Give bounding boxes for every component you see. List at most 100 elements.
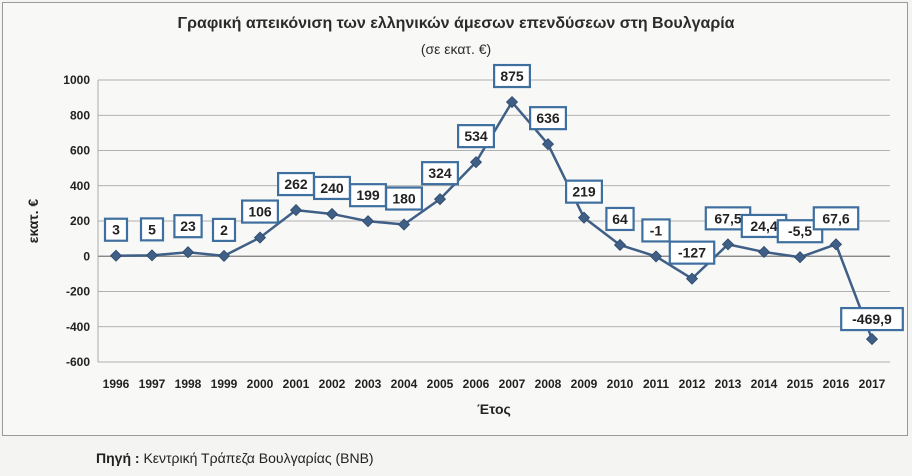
y-tick-label: 800 [70, 108, 90, 122]
data-point [433, 193, 447, 206]
data-label: 324 [428, 165, 452, 181]
data-point [649, 250, 663, 263]
data-point [541, 138, 555, 151]
x-tick-label: 2017 [859, 377, 886, 391]
data-label: 240 [320, 180, 344, 196]
data-point [145, 249, 159, 262]
data-label-box [139, 217, 165, 242]
data-label-box [103, 217, 129, 242]
y-tick-label: 0 [83, 249, 90, 263]
x-tick-label: 2015 [787, 377, 814, 391]
data-label: 180 [392, 191, 416, 207]
data-label-box [812, 206, 860, 231]
data-label: 106 [248, 204, 272, 220]
x-tick-label: 2005 [427, 377, 454, 391]
data-label-box [668, 240, 716, 265]
data-point [253, 231, 267, 244]
chart-title: Γραφική απεικόνιση των ελληνικών άμεσων … [177, 15, 735, 32]
data-label: 3 [112, 222, 120, 238]
data-label: 67,5 [714, 210, 741, 226]
x-tick-label: 2008 [535, 377, 562, 391]
x-tick-label: 2000 [247, 377, 274, 391]
data-label-box [528, 106, 567, 131]
data-point [217, 249, 231, 262]
data-label-box [211, 217, 237, 242]
x-tick-label: 2016 [823, 377, 850, 391]
data-point [469, 156, 483, 169]
data-point [829, 238, 843, 251]
y-axis-label: εκατ. € [25, 199, 41, 244]
x-tick-label: 2001 [283, 377, 310, 391]
data-label: 199 [356, 187, 380, 203]
source-label: Πηγή : [96, 450, 140, 466]
y-tick-label: 1000 [63, 73, 90, 87]
x-tick-label: 2002 [319, 377, 346, 391]
x-tick-label: 2003 [355, 377, 382, 391]
x-tick-label: 1996 [103, 377, 130, 391]
y-tick-label: -400 [66, 320, 90, 334]
data-label: -5,5 [788, 223, 812, 239]
data-point [109, 249, 123, 262]
data-label: -127 [678, 245, 706, 261]
data-point [325, 207, 339, 221]
data-label: 5 [148, 221, 156, 237]
data-point [505, 95, 519, 109]
x-tick-label: 1997 [139, 377, 166, 391]
x-tick-label: 2004 [391, 377, 418, 391]
source-text: Κεντρική Τράπεζα Βουλγαρίας (BNB) [139, 450, 374, 466]
x-tick-label: 2013 [715, 377, 742, 391]
y-tick-label: 200 [70, 214, 90, 228]
x-tick-label: 2012 [679, 377, 706, 391]
x-tick-label: 2014 [751, 377, 778, 391]
data-label: 262 [284, 176, 308, 192]
x-tick-label: 1999 [211, 377, 238, 391]
x-tick-label: 2006 [463, 377, 490, 391]
data-label: 23 [180, 218, 196, 234]
data-label: 534 [464, 128, 488, 144]
y-tick-label: 600 [70, 144, 90, 158]
x-tick-label: 1998 [175, 377, 202, 391]
data-label: 636 [536, 110, 560, 126]
data-label-box [776, 219, 824, 244]
data-label: 24,4 [750, 218, 777, 234]
x-tick-label: 2010 [607, 377, 634, 391]
data-point [613, 238, 627, 252]
data-label-box [457, 124, 496, 149]
data-label: 67,6 [822, 210, 849, 226]
data-label: 219 [572, 184, 596, 200]
data-label-box [173, 214, 203, 239]
data-label: 2 [220, 222, 228, 238]
x-tick-label: 2007 [499, 377, 526, 391]
data-point [397, 218, 411, 231]
data-label-box [241, 199, 280, 224]
data-point [865, 333, 879, 346]
y-tick-label: -600 [66, 355, 90, 369]
data-label: 875 [500, 68, 524, 84]
data-point [793, 251, 807, 264]
data-point [721, 238, 735, 251]
data-point [361, 215, 375, 228]
data-point [685, 272, 699, 285]
data-label-box [605, 206, 635, 232]
source-note: Πηγή : Κεντρική Τράπεζα Βουλγαρίας (BNB) [96, 450, 374, 466]
data-point [181, 246, 195, 259]
data-label: -1 [650, 222, 663, 238]
x-tick-label: 2009 [571, 377, 598, 391]
data-point [289, 204, 303, 217]
x-axis-label: Έτος [477, 401, 511, 417]
data-label-box [421, 161, 460, 186]
chart-subtitle: (σε εκατ. €) [420, 41, 492, 57]
data-point [577, 211, 591, 224]
data-label: -469,9 [852, 311, 892, 327]
data-label-box [385, 186, 424, 211]
data-label-box [493, 63, 532, 89]
data-label-box [564, 179, 603, 204]
data-label-box [641, 218, 671, 243]
y-tick-label: 400 [70, 179, 90, 193]
data-label: 64 [612, 211, 628, 227]
x-tick-label: 2011 [643, 377, 669, 391]
data-label-box [840, 306, 904, 332]
data-point [757, 245, 771, 259]
y-tick-label: -200 [66, 285, 90, 299]
